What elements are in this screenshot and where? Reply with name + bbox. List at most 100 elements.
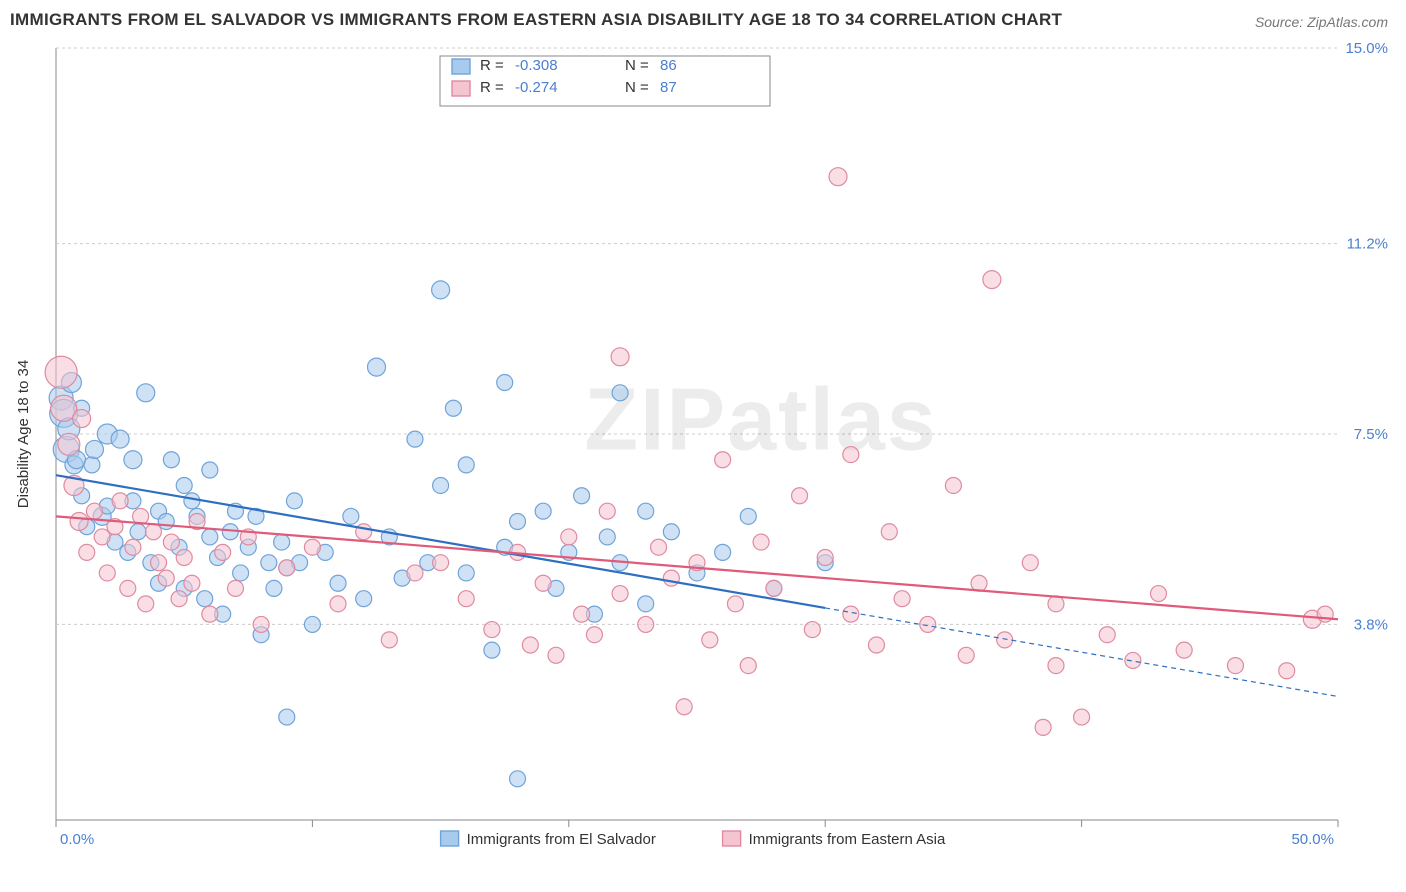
trend-line: [56, 516, 1338, 619]
svg-text:15.0%: 15.0%: [1345, 40, 1388, 57]
data-point: [266, 580, 282, 596]
data-point: [881, 524, 897, 540]
data-point: [651, 539, 667, 555]
data-point: [715, 544, 731, 560]
data-point: [510, 513, 526, 529]
data-point: [727, 596, 743, 612]
data-point: [676, 699, 692, 715]
data-point: [484, 642, 500, 658]
data-point: [407, 431, 423, 447]
data-point: [753, 534, 769, 550]
data-point: [279, 709, 295, 725]
data-point: [125, 539, 141, 555]
data-point: [663, 570, 679, 586]
data-point: [84, 457, 100, 473]
data-point: [176, 477, 192, 493]
data-point: [535, 503, 551, 519]
data-point: [1099, 627, 1115, 643]
data-point: [163, 452, 179, 468]
data-point: [58, 433, 80, 455]
svg-text:3.8%: 3.8%: [1354, 616, 1388, 633]
data-point: [158, 570, 174, 586]
data-point: [702, 632, 718, 648]
data-point: [215, 544, 231, 560]
data-point: [983, 271, 1001, 289]
svg-text:ZIPatlas: ZIPatlas: [584, 369, 937, 468]
data-point: [766, 580, 782, 596]
data-point: [184, 493, 200, 509]
svg-text:N =: N =: [625, 57, 649, 74]
data-point: [124, 451, 142, 469]
data-point: [638, 616, 654, 632]
data-point: [638, 596, 654, 612]
data-point: [510, 771, 526, 787]
data-point: [997, 632, 1013, 648]
data-point: [458, 457, 474, 473]
data-point: [484, 622, 500, 638]
trend-line-extrapolated: [825, 608, 1338, 697]
svg-text:0.0%: 0.0%: [60, 831, 94, 848]
data-point: [663, 524, 679, 540]
data-point: [227, 580, 243, 596]
data-point: [381, 632, 397, 648]
data-point: [612, 385, 628, 401]
data-point: [120, 580, 136, 596]
data-point: [612, 586, 628, 602]
data-point: [497, 375, 513, 391]
data-point: [158, 513, 174, 529]
data-point: [253, 616, 269, 632]
data-point: [99, 565, 115, 581]
data-point: [638, 503, 654, 519]
data-point: [574, 606, 590, 622]
data-point: [184, 575, 200, 591]
data-point: [611, 348, 629, 366]
data-point: [85, 440, 103, 458]
data-point: [1048, 658, 1064, 674]
data-point: [202, 606, 218, 622]
data-point: [176, 550, 192, 566]
data-point: [599, 503, 615, 519]
data-point: [112, 493, 128, 509]
svg-text:-0.274: -0.274: [515, 79, 558, 96]
data-point: [94, 529, 110, 545]
data-point: [432, 281, 450, 299]
chart-title: IMMIGRANTS FROM EL SALVADOR VS IMMIGRANT…: [10, 10, 1062, 30]
source-attribution: Source: ZipAtlas.com: [1255, 14, 1388, 30]
data-point: [843, 447, 859, 463]
data-point: [86, 503, 102, 519]
legend-label: Immigrants from Eastern Asia: [749, 831, 946, 848]
data-point: [817, 550, 833, 566]
data-point: [70, 512, 88, 530]
data-point: [356, 524, 372, 540]
data-point: [458, 591, 474, 607]
legend-swatch: [441, 831, 459, 846]
data-point: [73, 410, 91, 428]
data-point: [171, 591, 187, 607]
data-point: [574, 488, 590, 504]
data-point: [1151, 586, 1167, 602]
data-point: [304, 539, 320, 555]
data-point: [843, 606, 859, 622]
data-point: [197, 591, 213, 607]
data-point: [868, 637, 884, 653]
svg-text:50.0%: 50.0%: [1291, 831, 1334, 848]
data-point: [1035, 719, 1051, 735]
data-point: [920, 616, 936, 632]
data-point: [1176, 642, 1192, 658]
chart-container: 3.8%7.5%11.2%15.0%0.0%50.0%Disability Ag…: [10, 38, 1396, 872]
data-point: [368, 358, 386, 376]
data-point: [233, 565, 249, 581]
data-point: [407, 565, 423, 581]
svg-text:Disability Age 18 to 34: Disability Age 18 to 34: [15, 360, 32, 508]
data-point: [356, 591, 372, 607]
data-point: [599, 529, 615, 545]
data-point: [433, 555, 449, 571]
data-point: [715, 452, 731, 468]
data-point: [445, 400, 461, 416]
data-point: [45, 356, 77, 388]
data-point: [1048, 596, 1064, 612]
data-point: [804, 622, 820, 638]
data-point: [1022, 555, 1038, 571]
data-point: [458, 565, 474, 581]
data-point: [163, 534, 179, 550]
